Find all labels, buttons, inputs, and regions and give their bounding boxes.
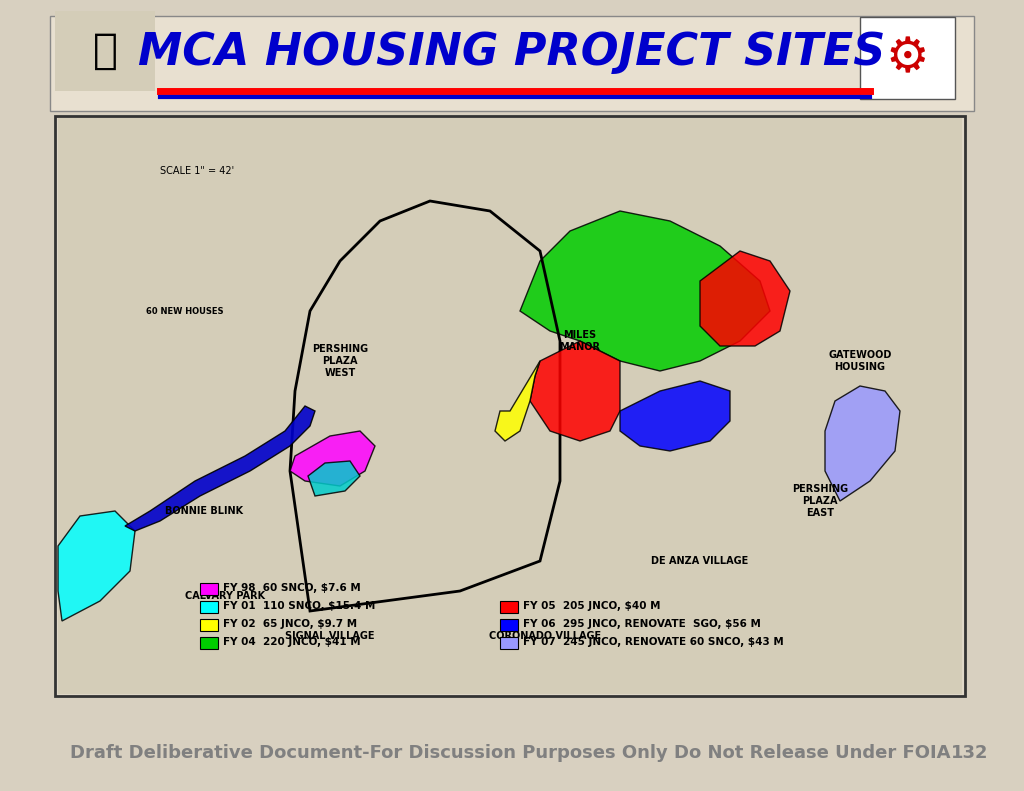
Text: FY 07  245 JNCO, RENOVATE 60 SNCO, $43 M: FY 07 245 JNCO, RENOVATE 60 SNCO, $43 M xyxy=(523,637,783,647)
Bar xyxy=(200,583,218,595)
Text: FY 02  65 JNCO, $9.7 M: FY 02 65 JNCO, $9.7 M xyxy=(223,619,357,629)
Text: 60 NEW HOUSES: 60 NEW HOUSES xyxy=(146,306,224,316)
Polygon shape xyxy=(520,211,770,371)
Bar xyxy=(200,637,218,649)
Polygon shape xyxy=(58,511,135,621)
Text: PERSHING
PLAZA
EAST: PERSHING PLAZA EAST xyxy=(792,484,848,517)
Polygon shape xyxy=(825,386,900,501)
Text: DE ANZA VILLAGE: DE ANZA VILLAGE xyxy=(651,556,749,566)
Text: BONNIE BLINK: BONNIE BLINK xyxy=(165,506,243,516)
Polygon shape xyxy=(620,381,730,451)
Polygon shape xyxy=(495,361,540,441)
Bar xyxy=(200,619,218,631)
Polygon shape xyxy=(530,341,620,441)
Polygon shape xyxy=(700,251,790,346)
Text: GATEWOOD
HOUSING: GATEWOOD HOUSING xyxy=(828,350,892,372)
Bar xyxy=(500,637,518,649)
Text: MCA HOUSING PROJECT SITES: MCA HOUSING PROJECT SITES xyxy=(138,32,886,74)
Text: FY 98  60 SNCO, $7.6 M: FY 98 60 SNCO, $7.6 M xyxy=(223,583,360,593)
Text: ⚙: ⚙ xyxy=(885,34,929,82)
Text: FY 04  220 JNCO, $41 M: FY 04 220 JNCO, $41 M xyxy=(223,637,360,647)
Bar xyxy=(55,116,965,696)
Polygon shape xyxy=(308,461,360,496)
Text: 132: 132 xyxy=(951,744,989,762)
Bar xyxy=(55,11,155,91)
Bar xyxy=(58,118,962,694)
Text: SCALE 1" = 42': SCALE 1" = 42' xyxy=(160,166,234,176)
Bar xyxy=(860,17,955,99)
Bar xyxy=(200,601,218,613)
Text: 🐴: 🐴 xyxy=(92,30,118,72)
Text: CORONADO VILLAGE: CORONADO VILLAGE xyxy=(488,631,601,641)
Bar xyxy=(500,601,518,613)
Bar xyxy=(50,16,974,111)
Bar xyxy=(500,619,518,631)
Polygon shape xyxy=(290,431,375,486)
Text: FY 06  295 JNCO, RENOVATE  SGO, $56 M: FY 06 295 JNCO, RENOVATE SGO, $56 M xyxy=(523,619,761,629)
Text: FY 01  110 SNCO, $15.4 M: FY 01 110 SNCO, $15.4 M xyxy=(223,601,376,611)
Text: MILES
MANOR: MILES MANOR xyxy=(559,330,600,352)
Text: Draft Deliberative Document-For Discussion Purposes Only Do Not Release Under FO: Draft Deliberative Document-For Discussi… xyxy=(70,744,950,762)
Polygon shape xyxy=(125,406,315,531)
Text: PERSHING
PLAZA
WEST: PERSHING PLAZA WEST xyxy=(312,344,368,377)
Text: CALVARY PARK: CALVARY PARK xyxy=(185,591,265,601)
Text: SIGNAL VILLAGE: SIGNAL VILLAGE xyxy=(286,631,375,641)
Text: FY 05  205 JNCO, $40 M: FY 05 205 JNCO, $40 M xyxy=(523,601,660,611)
